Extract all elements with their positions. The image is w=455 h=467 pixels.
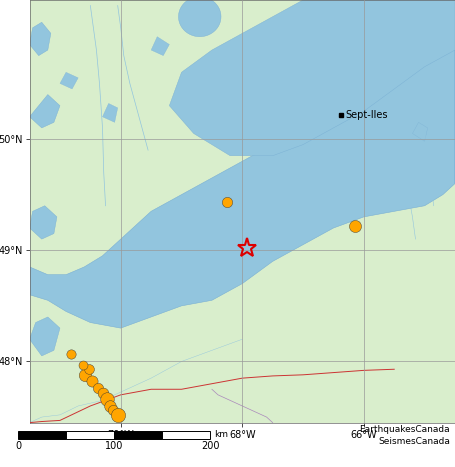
- Point: [114, 411, 121, 418]
- Bar: [66, 431, 114, 439]
- Polygon shape: [30, 22, 51, 56]
- Text: Sept-Iles: Sept-Iles: [345, 110, 388, 120]
- Point: [110, 407, 117, 414]
- Point: [99, 389, 106, 396]
- Point: [351, 222, 359, 229]
- Point: [67, 350, 75, 357]
- Point: [104, 396, 111, 403]
- Bar: [162, 431, 210, 439]
- Polygon shape: [412, 122, 428, 141]
- Polygon shape: [30, 317, 60, 356]
- Polygon shape: [60, 72, 78, 89]
- Text: SeismesCanada: SeismesCanada: [378, 437, 450, 446]
- Polygon shape: [30, 206, 57, 239]
- Text: 200: 200: [201, 441, 219, 451]
- Text: EarthquakesCanada: EarthquakesCanada: [359, 425, 450, 434]
- Point: [223, 198, 231, 206]
- Polygon shape: [151, 37, 169, 56]
- Point: [106, 402, 113, 410]
- Point: [80, 361, 87, 368]
- Text: 100: 100: [105, 441, 123, 451]
- Polygon shape: [169, 0, 455, 184]
- Polygon shape: [30, 94, 60, 128]
- Polygon shape: [178, 0, 221, 37]
- Bar: [114, 431, 162, 439]
- Polygon shape: [30, 0, 455, 328]
- Point: [82, 371, 89, 379]
- Point: [88, 378, 95, 385]
- Bar: [18, 431, 66, 439]
- Point: [86, 366, 93, 373]
- Text: 0: 0: [15, 441, 21, 451]
- Point: [94, 384, 101, 392]
- Text: km: km: [214, 430, 228, 439]
- Polygon shape: [102, 103, 118, 122]
